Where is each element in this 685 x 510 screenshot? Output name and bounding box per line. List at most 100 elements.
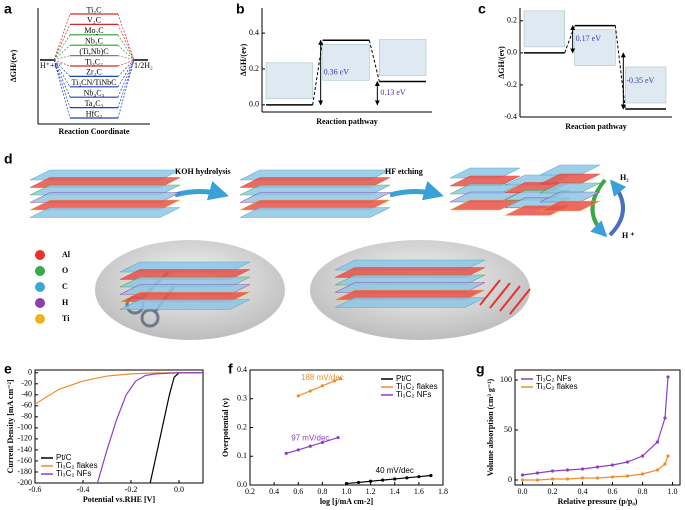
connector — [312, 40, 324, 105]
data-point — [332, 379, 337, 383]
slab — [29, 169, 181, 218]
x-tick-label: 1.8 — [438, 487, 448, 496]
slab-layer — [334, 297, 486, 308]
data-point — [666, 454, 670, 458]
y-axis-title: Volume absorption (cm³ g⁻¹) — [486, 378, 495, 476]
x-tick-label: 0.8 — [317, 487, 327, 496]
structure — [523, 10, 565, 48]
data-point — [405, 476, 409, 480]
level-label: Zr₂C — [86, 68, 102, 77]
data-point — [550, 469, 555, 473]
panel-label: e — [4, 361, 12, 377]
connector — [53, 59, 135, 108]
data-point — [610, 475, 615, 479]
connector — [53, 59, 135, 67]
level-label: Ti₃CN/TiNbC — [72, 78, 117, 87]
slab — [119, 261, 251, 310]
y-tick-label: 0.4 — [237, 365, 247, 374]
data-point — [284, 451, 288, 455]
slab — [449, 167, 521, 211]
x-tick-label: 0.6 — [293, 487, 303, 496]
x-axis-title: Reaction pathway — [316, 117, 378, 126]
x-axis-title: Potential vs.RHE [V] — [83, 495, 156, 504]
y-tick-label: -80 — [21, 412, 32, 421]
data-point — [296, 448, 300, 452]
legend-atom — [35, 314, 45, 324]
plot-frame — [514, 369, 681, 486]
y-tick-label: 0.0 — [507, 48, 517, 57]
y-tick-label: 0 — [508, 475, 512, 484]
legend-label: Al — [62, 250, 71, 259]
data-point — [417, 475, 421, 479]
annotation: 0.17 eV — [576, 34, 602, 43]
level-label: Ti₃C₂ — [85, 57, 103, 66]
data-point — [393, 477, 397, 481]
x-tick-label: 0.0 — [174, 485, 184, 494]
data-point — [338, 377, 343, 381]
y-tick-label: -120 — [17, 434, 32, 443]
data-point — [655, 440, 660, 444]
connector — [53, 59, 135, 77]
y-tick-label: -0.4 — [504, 112, 517, 121]
x-tick-label: 0.2 — [548, 487, 558, 496]
connector — [53, 55, 135, 61]
data-point — [320, 440, 324, 445]
connector — [53, 59, 135, 119]
reaction-arrow — [608, 179, 627, 237]
data-point — [520, 478, 525, 482]
data-point — [655, 468, 660, 472]
y-tick-label: 0.0 — [237, 480, 247, 489]
data-point — [308, 444, 312, 448]
data-point — [550, 477, 555, 481]
product-label: H ⁺ — [622, 231, 634, 240]
slab — [239, 169, 391, 218]
step-label: KOH hydrolysis — [175, 167, 231, 176]
legend-atom — [35, 266, 45, 276]
legend-atom — [35, 298, 45, 308]
annotation: 0.13 eV — [380, 88, 406, 97]
data-point — [663, 462, 667, 466]
data-point — [296, 394, 300, 398]
data-point — [520, 473, 525, 477]
legend-label: Ti₃C₂ flakes — [396, 382, 438, 391]
legend-label: Ti₃C₂ NFs — [396, 390, 431, 399]
data-point — [625, 474, 630, 478]
slab — [334, 259, 486, 308]
y-tick-label: -160 — [17, 456, 32, 465]
y-tick-label: -40 — [21, 390, 32, 399]
panel-label: c — [478, 1, 486, 17]
connector — [53, 24, 135, 61]
x-tick-label: 1.0 — [342, 487, 352, 496]
slope-label: 97 mV/dec — [291, 433, 329, 442]
y-tick-label: 0.2 — [507, 16, 517, 25]
x-tick-label: 1.6 — [414, 487, 424, 496]
y-axis-title: Overpotential (v) — [221, 398, 230, 457]
level-label: HfC₂ — [86, 109, 103, 118]
slope-label: 40 mV/dec — [376, 466, 414, 475]
series-line — [522, 376, 669, 476]
level-label: Ti₂C — [87, 5, 102, 14]
slope-label: 188 mV/dec — [301, 373, 344, 382]
data-point — [625, 460, 630, 464]
x-tick-label: 0.8 — [638, 487, 648, 496]
y-tick-label: 50 — [504, 425, 512, 434]
data-point — [666, 375, 670, 379]
data-point — [565, 477, 570, 481]
series-line — [346, 474, 431, 485]
data-point — [565, 468, 570, 472]
level-label: 1/2H₂ — [134, 61, 153, 70]
connector — [53, 44, 135, 61]
y-tick-label: 0.2 — [237, 422, 247, 431]
data-point — [535, 478, 540, 482]
step-label: HF etching — [385, 167, 423, 176]
level-label: (Ti,Nb)C — [79, 47, 108, 56]
x-axis-title: Relative pressure (p/p₀) — [558, 497, 638, 506]
annotation: 0.36 eV — [324, 67, 350, 76]
level-label: V₂C — [87, 16, 101, 25]
y-tick-label: -0.2 — [504, 80, 517, 89]
level-label: Nb₂C — [85, 37, 103, 46]
y-axis-title: ΔGH/(ev) — [497, 46, 506, 79]
structure — [625, 66, 667, 104]
legend-label: H — [62, 298, 69, 307]
x-tick-label: 0.0 — [518, 487, 528, 496]
